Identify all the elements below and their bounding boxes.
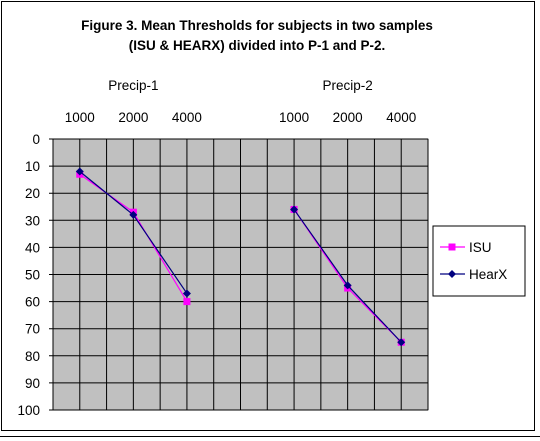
legend: ISU HearX	[432, 225, 526, 297]
legend-box	[432, 225, 526, 297]
y-tick-label: 50	[25, 268, 40, 283]
x-axis-ticks: 1000 2000 4000 1000 2000 4000	[65, 110, 416, 125]
point-marker	[129, 210, 138, 219]
y-tick-label: 70	[25, 322, 40, 337]
y-tick-label: 30	[25, 213, 40, 228]
point-marker	[75, 167, 84, 176]
y-tick-label: 80	[25, 349, 40, 364]
point-marker	[448, 270, 456, 278]
x-tick-label: 2000	[118, 110, 148, 125]
y-tick-label: 10	[25, 159, 40, 174]
point-marker	[397, 338, 406, 347]
panel-labels: Precip-1 Precip-2	[108, 78, 373, 93]
y-tick-label: 20	[25, 186, 40, 201]
panel-label: Precip-1	[108, 78, 158, 93]
point-marker	[183, 298, 191, 306]
x-tick-label: 1000	[279, 110, 309, 125]
x-tick-label: 2000	[333, 110, 363, 125]
grid	[49, 138, 429, 411]
y-tick-label: 0	[32, 132, 40, 147]
legend-item: ISU	[440, 240, 492, 255]
point-marker	[448, 243, 456, 251]
y-tick-label: 100	[17, 403, 40, 418]
point-marker	[343, 281, 352, 290]
x-tick-label: 4000	[172, 110, 202, 125]
y-axis-ticks: 0 10 20 30 40 50 60 70 80 90 100	[17, 132, 40, 418]
legend-item: HearX	[440, 267, 507, 282]
chart-title-line-2: (ISU & HEARX) divided into P-1 and P-2.	[129, 38, 386, 53]
legend-label: ISU	[469, 240, 492, 255]
x-tick-label: 4000	[386, 110, 416, 125]
point-marker	[290, 205, 299, 214]
point-marker	[182, 289, 191, 298]
x-tick-label: 1000	[65, 110, 95, 125]
legend-label: HearX	[469, 267, 507, 282]
y-tick-label: 60	[25, 295, 40, 310]
bottom-divider	[0, 436, 540, 437]
y-tick-label: 40	[25, 240, 40, 255]
series-hearx	[75, 167, 406, 347]
panel-label: Precip-2	[323, 78, 373, 93]
series-layer	[75, 167, 406, 347]
chart-title-line-1: Figure 3. Mean Thresholds for subjects i…	[81, 18, 433, 33]
y-tick-label: 90	[25, 376, 40, 391]
